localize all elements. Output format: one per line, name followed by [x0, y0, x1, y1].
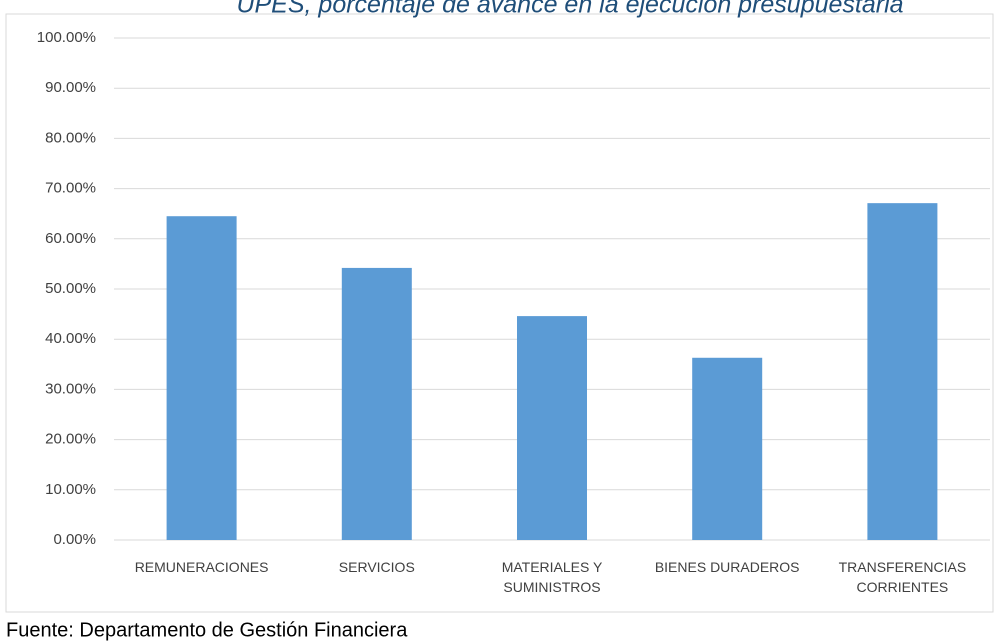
y-tick-label: 80.00%	[45, 129, 96, 146]
y-tick-label: 30.00%	[45, 380, 96, 397]
y-tick-label: 70.00%	[45, 180, 96, 197]
chart-frame	[5, 13, 994, 613]
bar	[166, 216, 237, 540]
bar	[692, 357, 763, 540]
y-tick-label: 90.00%	[45, 79, 96, 96]
source-note: Fuente: Departamento de Gestión Financie…	[6, 619, 408, 641]
y-tick-label: 60.00%	[45, 230, 96, 247]
x-tick-label: MATERIALES Y SUMINISTROS	[501, 559, 603, 595]
y-tick-label: 0.00%	[53, 531, 96, 548]
y-tick-label: 50.00%	[45, 280, 96, 297]
x-tick-label: TRANSFERENCIAS CORRIENTES	[838, 559, 967, 595]
x-tick-label: BIENES DURADEROS	[654, 559, 800, 575]
bar	[517, 316, 587, 540]
y-tick-label: 10.00%	[45, 481, 96, 498]
bar	[867, 203, 938, 540]
y-tick-label: 40.00%	[45, 330, 96, 347]
y-tick-label: 20.00%	[45, 431, 96, 448]
x-tick-label: REMUNERACIONES	[134, 559, 269, 575]
chart-title: UPES, porcentaje de avance en la ejecuci…	[236, 0, 903, 19]
bar	[341, 267, 412, 540]
x-tick-label: SERVICIOS	[338, 559, 415, 575]
y-tick-label: 100.00%	[37, 29, 96, 46]
